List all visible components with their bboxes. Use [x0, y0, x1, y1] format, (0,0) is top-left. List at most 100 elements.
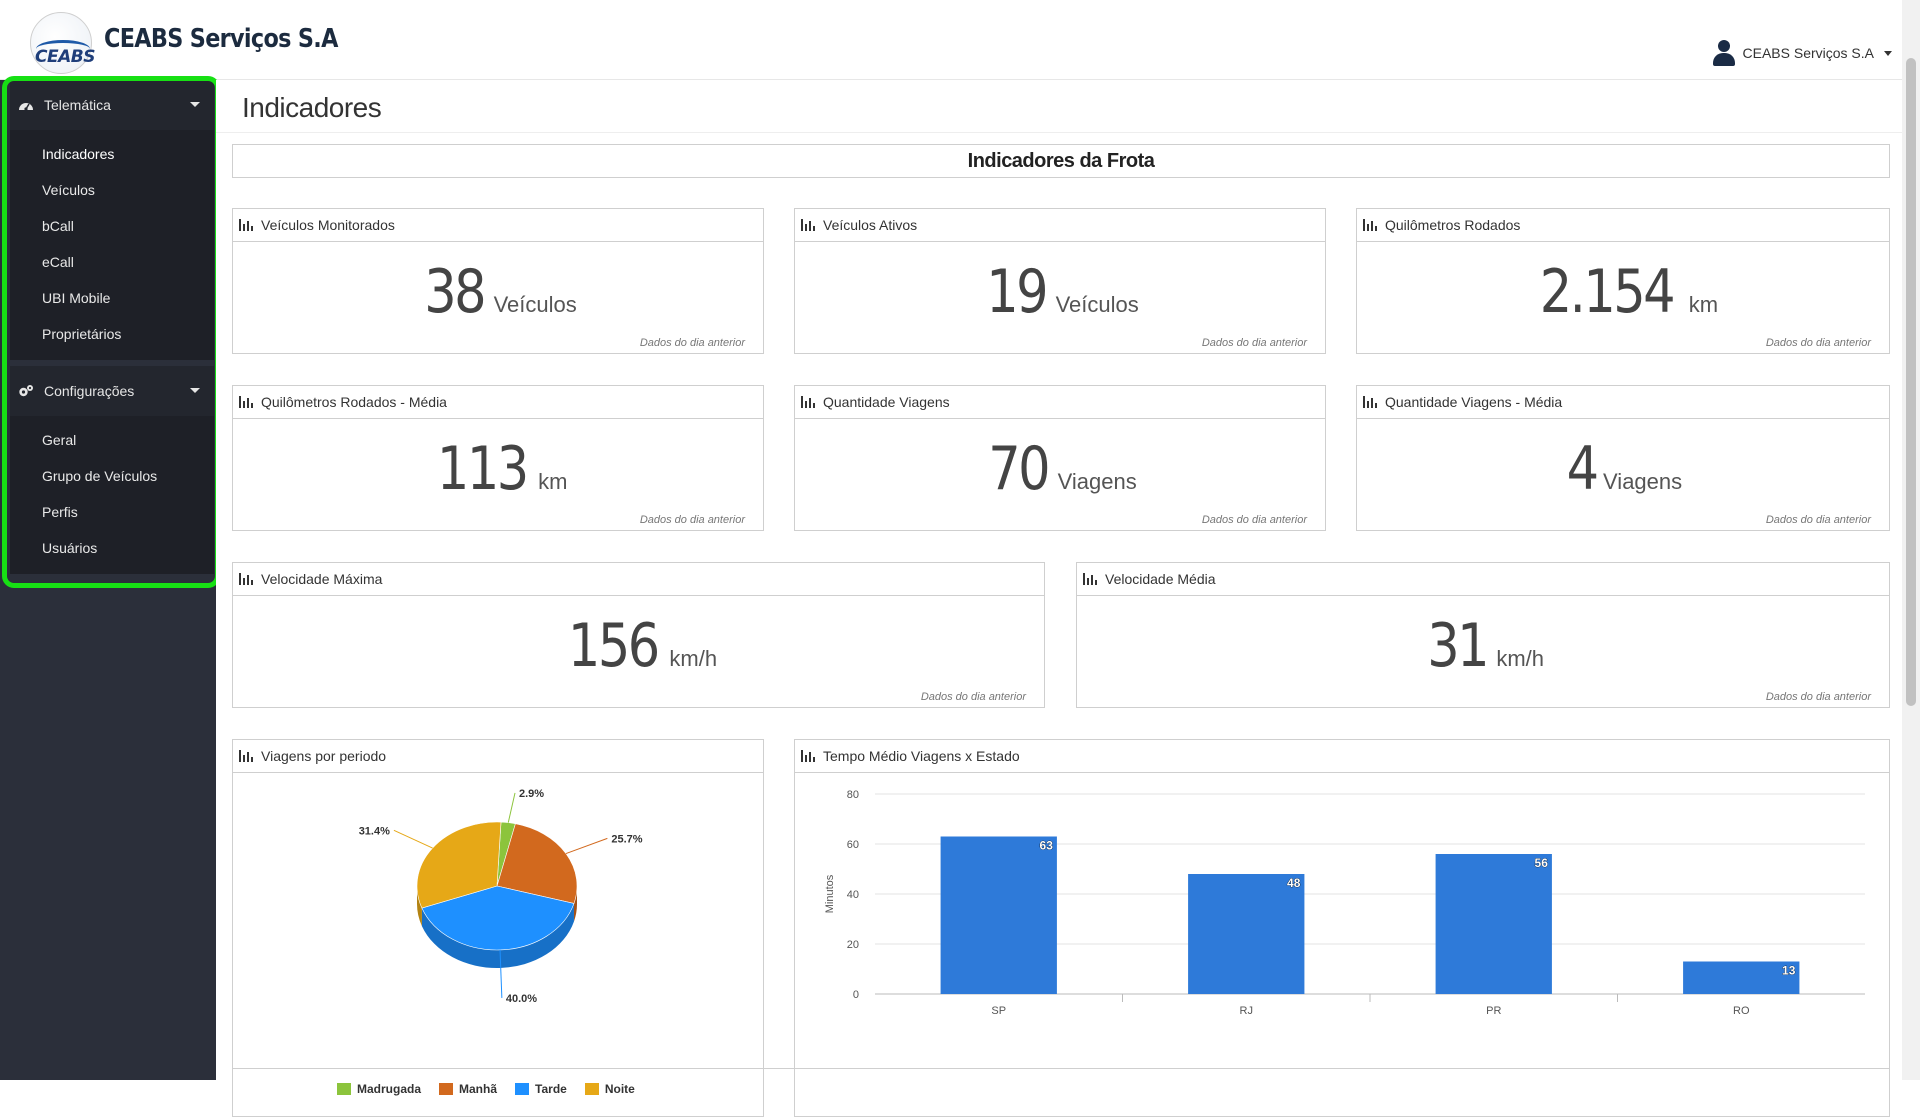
sidebar-item-geral[interactable]: Geral [42, 432, 77, 448]
main-content: Indicadores Indicadores da Frota Veículo… [216, 80, 1902, 1117]
nav-head-telematica[interactable]: Telemática [10, 80, 214, 130]
user-name: CEABS Serviços S.A [1742, 45, 1875, 61]
nav-group-configuracoes: Configurações Geral Grupo de Veículos Pe… [10, 366, 214, 574]
pie-chart-panel: Viagens por periodo 2.9% 25.7% 40.0% 31.4% … [232, 739, 764, 1117]
page-scrollbar[interactable] [1902, 0, 1920, 1080]
nav-submenu-telematica: Indicadores Veículos bCall eCall UBI Mob… [10, 130, 214, 360]
card-footnote: Dados do dia anterior [1765, 514, 1871, 526]
bar-chart-panel: Tempo Médio Viagens x Estado 0 20 40 60 80 Mi… [794, 739, 1890, 1117]
card-veiculos-monitorados: Veículos Monitorados 38 Veículos Dados do… [232, 208, 764, 354]
card-footnote: Dados do dia anterior [1765, 337, 1871, 349]
card-title: Quantidade Viagens [823, 394, 950, 410]
nav-submenu-configuracoes: Geral Grupo de Veículos Perfis Usuários [10, 416, 214, 574]
legend-swatch [584, 1083, 599, 1095]
card-number: 156 [567, 611, 660, 681]
card-value: 31 km/h [1077, 611, 1889, 681]
bar-chart-icon [801, 750, 817, 762]
sidebar-item-perfis[interactable]: Perfis [42, 504, 78, 520]
card-header: Veículos Ativos [795, 209, 1325, 242]
bar-chart: 0 20 40 60 80 Minutos 63 SP 48 RJ 56 PR 13 RO [824, 789, 1865, 1017]
chevron-down-icon [190, 388, 200, 393]
card-title: Quilômetros Rodados [1385, 217, 1521, 233]
x-tick-label: RJ [1240, 1005, 1253, 1017]
nav-group-telematica: Telemática Indicadores Veículos bCall eC… [10, 80, 214, 360]
legend-item-tarde[interactable]: Tarde [515, 1082, 567, 1096]
y-tick-label: 0 [853, 989, 859, 1001]
chevron-down-icon [1884, 50, 1892, 56]
bar-chart-icon [1083, 573, 1099, 585]
card-unit: km [538, 469, 568, 494]
card-number: 113 [436, 434, 528, 504]
legend-item-madrugada[interactable]: Madrugada [337, 1082, 421, 1096]
card-unit: km/h [1496, 646, 1545, 671]
bar-rj[interactable] [1188, 874, 1305, 994]
sidebar-item-indicadores[interactable]: Indicadores [42, 146, 115, 162]
card-unit: Veículos [1055, 292, 1139, 317]
bar-chart-icon [801, 396, 817, 408]
user-menu[interactable]: CEABS Serviços S.A [1712, 40, 1892, 66]
section-title: Indicadores da Frota [232, 144, 1890, 178]
sidebar-item-bcall[interactable]: bCall [42, 218, 74, 234]
card-unit: Viagens [1057, 469, 1137, 494]
card-unit: km [1688, 292, 1719, 317]
card-value: 4 Viagens [1357, 434, 1889, 504]
pie-data-label: 31.4% [359, 825, 390, 837]
legend-label: Noite [604, 1082, 635, 1096]
card-veiculos-ativos: Veículos Ativos 19 Veículos Dados do dia … [794, 208, 1326, 354]
card-footnote: Dados do dia anterior [1201, 337, 1307, 349]
sidebar-item-ecall[interactable]: eCall [42, 254, 74, 270]
y-tick-label: 80 [847, 789, 859, 801]
card-value: 70 Viagens [795, 434, 1325, 504]
y-tick-label: 60 [847, 839, 859, 851]
card-title: Quilômetros Rodados - Média [261, 394, 447, 410]
card-quilometros-rodados: Quilômetros Rodados 2.154 km Dados do dia… [1356, 208, 1890, 354]
brand-title[interactable]: CEABS Serviços S.A [104, 24, 338, 54]
card-value: 156 km/h [233, 611, 1044, 681]
nav-head-configuracoes[interactable]: Configurações [10, 366, 214, 416]
bar-data-label: 48 [1287, 876, 1301, 890]
y-tick-label: 40 [847, 889, 859, 901]
bar-chart-icon [801, 219, 817, 231]
pie-legend: Madrugada Manhã Tarde Noite [337, 1082, 635, 1096]
divider [216, 132, 1902, 133]
chart-title: Tempo Médio Viagens x Estado [823, 748, 1020, 764]
bar-data-label: 63 [1040, 839, 1054, 853]
next-section-header [232, 1068, 1890, 1082]
legend-item-manhã[interactable]: Manhã [439, 1082, 497, 1096]
x-tick-label: SP [991, 1005, 1006, 1017]
card-header: Quantidade Viagens - Média [1357, 386, 1889, 419]
bar-chart-icon [239, 750, 255, 762]
card-value: 38 Veículos [233, 257, 763, 327]
logo-swoosh [36, 40, 90, 58]
card-footnote: Dados do dia anterior [1201, 514, 1307, 526]
pie-data-label: 2.9% [519, 788, 544, 800]
card-footnote: Dados do dia anterior [1765, 691, 1871, 703]
sidebar-item-veiculos[interactable]: Veículos [42, 182, 95, 198]
bar-sp[interactable] [940, 836, 1057, 995]
sidebar-item-grupo-veiculos[interactable]: Grupo de Veículos [42, 468, 158, 484]
sidebar-item-ubi-mobile[interactable]: UBI Mobile [42, 290, 111, 306]
chevron-down-icon [190, 102, 200, 107]
y-tick-label: 20 [847, 939, 859, 951]
card-unit: km/h [669, 646, 718, 671]
pie-slice-side-noite [417, 886, 422, 927]
bar-pr[interactable] [1435, 854, 1552, 994]
sidebar-item-proprietarios[interactable]: Proprietários [42, 326, 122, 342]
card-quantidade-viagens: Quantidade Viagens 70 Viagens Dados do di… [794, 385, 1326, 531]
pie-slice-tarde[interactable] [421, 885, 575, 951]
sidebar-item-usuarios[interactable]: Usuários [42, 540, 98, 556]
card-number: 19 [986, 257, 1049, 327]
pie-slice-noite[interactable] [416, 821, 502, 909]
card-title: Velocidade Máxima [261, 571, 383, 587]
pie-data-label: 40.0% [506, 993, 537, 1005]
legend-swatch [515, 1083, 530, 1095]
card-unit: Viagens [1603, 469, 1683, 494]
ceabs-logo[interactable]: CEABS [26, 12, 98, 74]
card-value: 19 Veículos [795, 257, 1325, 327]
legend-item-noite[interactable]: Noite [584, 1082, 635, 1096]
x-tick-label: RO [1733, 1005, 1750, 1017]
card-value: 113 km [233, 434, 763, 504]
scrollbar-thumb[interactable] [1906, 58, 1916, 706]
pie-data-label: 25.7% [611, 833, 642, 845]
bar-ro[interactable] [1683, 961, 1800, 995]
